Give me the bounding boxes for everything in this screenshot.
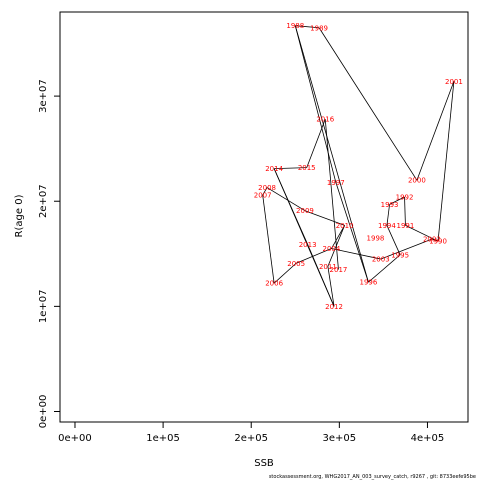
- point-label-2004: 2004: [322, 245, 340, 253]
- series-lines: [262, 25, 455, 307]
- point-label-2017: 2017: [330, 266, 348, 274]
- x-axis: 0e+00 1e+05 2e+05 3e+05 4e+05: [58, 421, 445, 444]
- series-line-2005-2006: [273, 262, 297, 284]
- y-axis-title: R(age 0): [14, 194, 25, 237]
- series-line-1989-2000: [318, 27, 418, 181]
- point-label-2003: 2003: [372, 256, 390, 264]
- point-label-2001: 2001: [445, 78, 463, 86]
- point-label-2007: 2007: [254, 191, 272, 199]
- x-axis-title: SSB: [254, 458, 274, 469]
- x-tick-label-0: 0e+00: [58, 433, 92, 444]
- point-label-1997: 1997: [327, 179, 345, 187]
- point-label-2009: 2009: [296, 207, 314, 215]
- point-label-2016: 2016: [316, 116, 334, 124]
- point-label-2005: 2005: [287, 260, 305, 268]
- series-line-2001-1990: [437, 81, 455, 242]
- series-line-1996-1997: [335, 182, 369, 283]
- x-tick-label-2: 2e+05: [234, 433, 268, 444]
- series-line-1997-1988: [294, 25, 337, 183]
- point-label-2006: 2006: [265, 280, 283, 288]
- series-line-1990-2002: [431, 238, 439, 242]
- point-label-2000: 2000: [408, 177, 426, 185]
- series-line-1994-1995: [386, 225, 401, 256]
- footer-text: stockassessment.org, WHG2017_AN_003_surv…: [269, 474, 476, 480]
- point-label-2014: 2014: [265, 165, 283, 173]
- series-line-2016-2017: [324, 119, 339, 270]
- series-line-2014-2012: [273, 168, 335, 307]
- x-tick-label-3: 3e+05: [323, 433, 357, 444]
- y-tick-label-3: 3e+07: [38, 79, 49, 113]
- series-line-2009-2010: [304, 210, 345, 226]
- point-label-2002: 2002: [423, 236, 441, 244]
- series-line-2011-2012: [327, 266, 335, 307]
- point-label-1998: 1998: [367, 235, 385, 243]
- series-line-1988-1989: [295, 25, 320, 29]
- series-line-1991-1992: [404, 197, 406, 226]
- point-label-1996: 1996: [360, 279, 378, 287]
- series-line-2014-2015: [274, 167, 307, 170]
- series-line-2003-2004: [331, 248, 381, 260]
- x-tick-label-4: 4e+05: [411, 433, 445, 444]
- point-label-1993: 1993: [381, 201, 399, 209]
- point-label-1989: 1989: [310, 24, 328, 32]
- point-label-2008: 2008: [258, 184, 276, 192]
- point-label-1990: 1990: [429, 238, 447, 246]
- point-label-1992: 1992: [396, 194, 414, 202]
- series-line-1990-1991: [405, 225, 439, 242]
- y-axis: 0e+00 1e+07 2e+07 3e+07: [38, 79, 61, 429]
- series-line-1996-1988: [294, 25, 369, 283]
- point-label-2011: 2011: [319, 263, 337, 271]
- y-tick-label-0: 0e+00: [38, 395, 49, 429]
- series-line-1995-1996: [368, 254, 401, 283]
- series-line-2015-2016: [306, 119, 326, 168]
- series-line-2004-2005: [296, 248, 332, 264]
- point-label-1995: 1995: [391, 251, 409, 259]
- series-line-2000-2001: [416, 81, 455, 181]
- point-label-2015: 2015: [298, 164, 316, 172]
- series-line-2004-2010: [331, 225, 345, 249]
- series-line-1992-1993: [389, 196, 405, 205]
- series-line-2006-2007: [262, 194, 275, 284]
- point-label-1988: 1988: [286, 22, 304, 30]
- point-label-2012: 2012: [325, 303, 343, 311]
- series-line-2007-2008: [262, 187, 268, 196]
- series-line-1993-1994: [386, 204, 390, 226]
- point-label-1991: 1991: [397, 222, 415, 230]
- point-label-2010: 2010: [336, 222, 354, 230]
- y-tick-label-1: 1e+07: [38, 290, 49, 324]
- series-line-2002-2003: [380, 238, 433, 260]
- series-line-2008-2009: [266, 187, 306, 212]
- point-label-2013: 2013: [299, 241, 317, 249]
- x-tick-label-1: 1e+05: [146, 433, 180, 444]
- plot-frame: [59, 11, 469, 423]
- point-label-1994: 1994: [378, 222, 396, 230]
- y-tick-label-2: 2e+07: [38, 184, 49, 218]
